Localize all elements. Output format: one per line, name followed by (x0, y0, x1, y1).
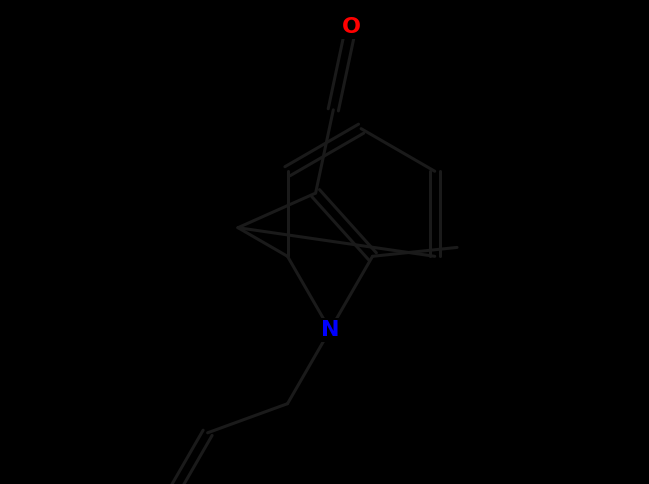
Text: O: O (341, 16, 360, 37)
Text: N: N (321, 320, 339, 340)
